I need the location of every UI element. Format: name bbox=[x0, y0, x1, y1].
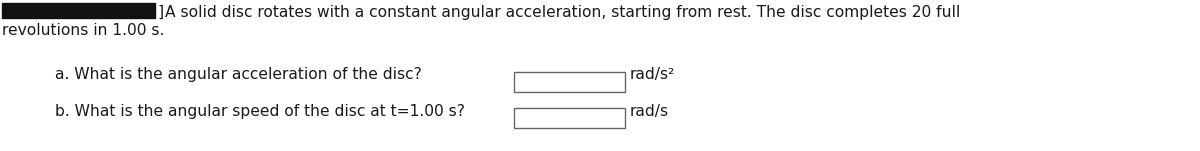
Text: b. What is the angular speed of the disc at t=1.00 s?: b. What is the angular speed of the disc… bbox=[55, 104, 466, 119]
Text: A solid disc rotates with a constant angular acceleration, starting from rest. T: A solid disc rotates with a constant ang… bbox=[166, 5, 960, 20]
Text: a. What is the angular acceleration of the disc?: a. What is the angular acceleration of t… bbox=[55, 67, 422, 82]
Bar bbox=[514, 108, 625, 128]
Bar bbox=[2, 3, 155, 18]
Text: rad/s: rad/s bbox=[630, 104, 670, 119]
Bar bbox=[514, 72, 625, 92]
Text: revolutions in 1.00 s.: revolutions in 1.00 s. bbox=[2, 23, 164, 38]
Text: rad/s²: rad/s² bbox=[630, 67, 676, 82]
Text: ]: ] bbox=[157, 5, 163, 20]
